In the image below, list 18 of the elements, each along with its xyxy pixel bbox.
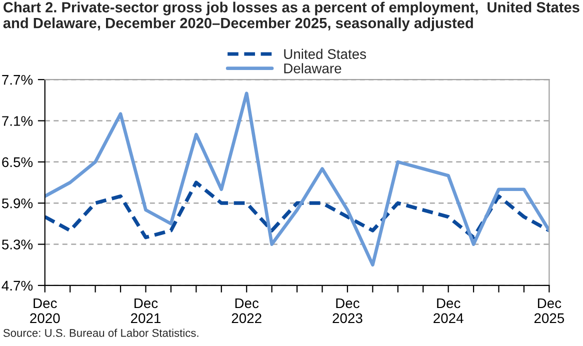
y-tick-label: 7.7%	[2, 74, 33, 85]
legend-label: United States	[284, 48, 366, 59]
x-tick-label: Dec 2020	[30, 298, 60, 324]
line-series	[44, 180, 550, 240]
x-tick-label: Dec 2025	[534, 298, 564, 324]
x-tick-label: Dec 2024	[434, 298, 464, 324]
chart-title: Chart 2. Private-sector gross job losses as a percent of employment, United States and Delaware, December 2020–December 2025, seasonally adjusted	[3, 2, 580, 32]
y-tick-label: 7.1%	[2, 116, 33, 126]
y-tick-label: 5.9%	[2, 198, 33, 208]
line-series	[44, 92, 550, 267]
legend-label: Delaware	[284, 63, 342, 74]
x-tick-label: Dec 2022	[232, 298, 262, 324]
x-tick-label: Dec 2021	[131, 298, 161, 324]
y-tick-label: 4.7%	[2, 280, 33, 291]
source-note: Source: U.S. Bureau of Labor Statistics.	[3, 328, 198, 337]
y-tick-label: 6.5%	[2, 157, 33, 168]
x-tick-label: Dec 2023	[332, 298, 362, 324]
y-tick-label: 5.3%	[2, 240, 33, 250]
